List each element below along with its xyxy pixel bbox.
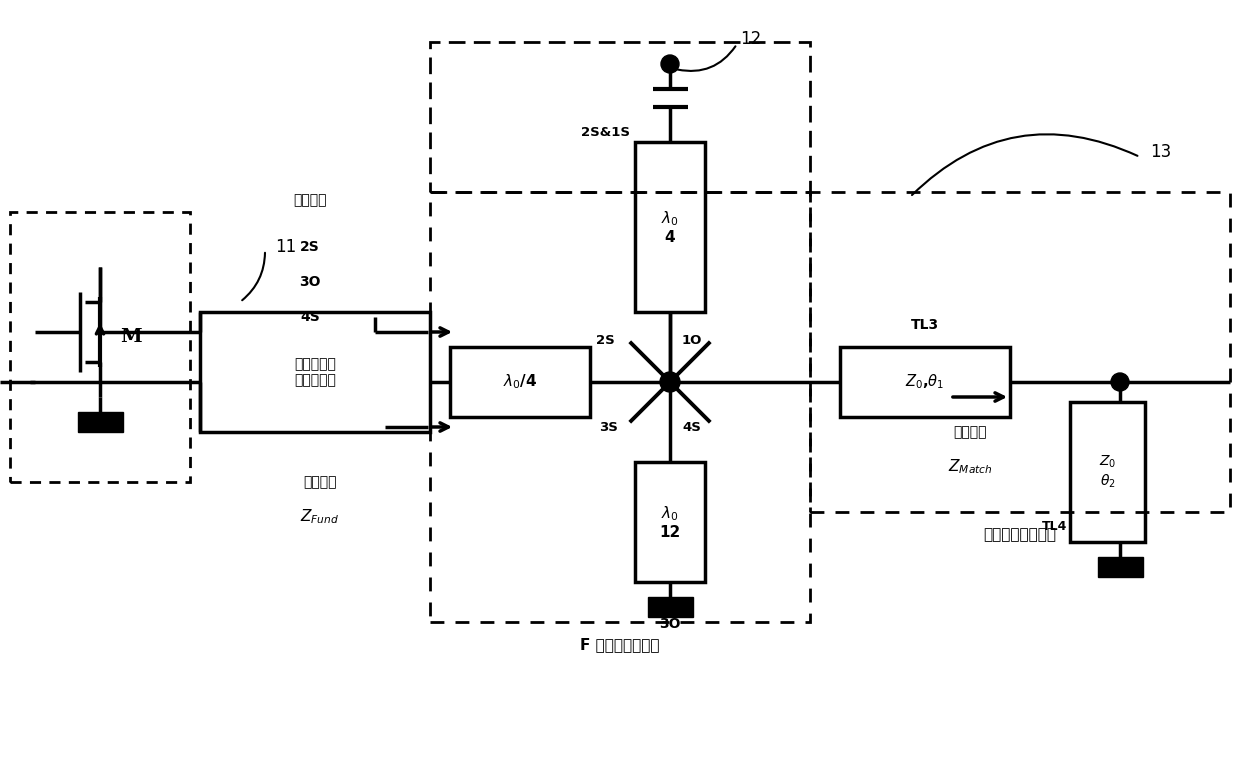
- Bar: [839, 347, 1011, 417]
- Bar: [647, 597, 692, 617]
- Bar: [450, 347, 590, 417]
- Text: TL4: TL4: [1042, 520, 1066, 533]
- Text: $\lambda_0$
12: $\lambda_0$ 12: [660, 504, 681, 540]
- Bar: [10, 212, 190, 482]
- Circle shape: [1111, 373, 1128, 391]
- Text: 4S: 4S: [300, 310, 320, 324]
- Text: 12: 12: [740, 30, 761, 48]
- Text: M: M: [120, 328, 141, 346]
- Text: 2S: 2S: [300, 240, 320, 254]
- Text: 基波阻抗: 基波阻抗: [304, 475, 337, 489]
- Bar: [810, 192, 1230, 512]
- Bar: [1097, 557, 1142, 577]
- Text: $Z_{Fund}$: $Z_{Fund}$: [300, 507, 340, 527]
- Text: 4S: 4S: [682, 421, 701, 434]
- Text: 3O: 3O: [299, 275, 321, 289]
- Circle shape: [660, 372, 680, 392]
- Text: 13: 13: [1149, 143, 1172, 161]
- Bar: [635, 462, 706, 582]
- Text: 11: 11: [275, 238, 296, 256]
- Bar: [200, 312, 430, 432]
- Text: 1O: 1O: [682, 334, 702, 347]
- Text: 第一寄生参
数调节单元: 第一寄生参 数调节单元: [294, 357, 336, 387]
- Text: 2S&1S: 2S&1S: [582, 126, 630, 139]
- Text: $\lambda_0$/4: $\lambda_0$/4: [502, 373, 537, 392]
- Bar: [1070, 402, 1145, 542]
- Text: $\lambda_0$
4: $\lambda_0$ 4: [661, 209, 680, 245]
- Text: $Z_0$
$\theta_2$: $Z_0$ $\theta_2$: [1099, 454, 1116, 490]
- Bar: [430, 42, 810, 192]
- Text: 第一基波匹配单元: 第一基波匹配单元: [983, 527, 1056, 542]
- Text: $Z_{Match}$: $Z_{Match}$: [947, 458, 992, 476]
- Circle shape: [661, 55, 680, 73]
- Text: 2S: 2S: [596, 334, 615, 347]
- Bar: [635, 142, 706, 312]
- Text: 3O: 3O: [660, 617, 681, 631]
- Bar: [430, 192, 810, 622]
- Bar: [77, 412, 123, 432]
- Text: F 类谐波控制单元: F 类谐波控制单元: [580, 637, 660, 652]
- Text: 3S: 3S: [599, 421, 618, 434]
- Text: 基波阻抗: 基波阻抗: [954, 425, 987, 439]
- Text: $Z_0$,$\theta_1$: $Z_0$,$\theta_1$: [905, 373, 945, 392]
- Text: 谐波阻抗: 谐波阻抗: [293, 193, 327, 207]
- Text: TL3: TL3: [911, 318, 939, 332]
